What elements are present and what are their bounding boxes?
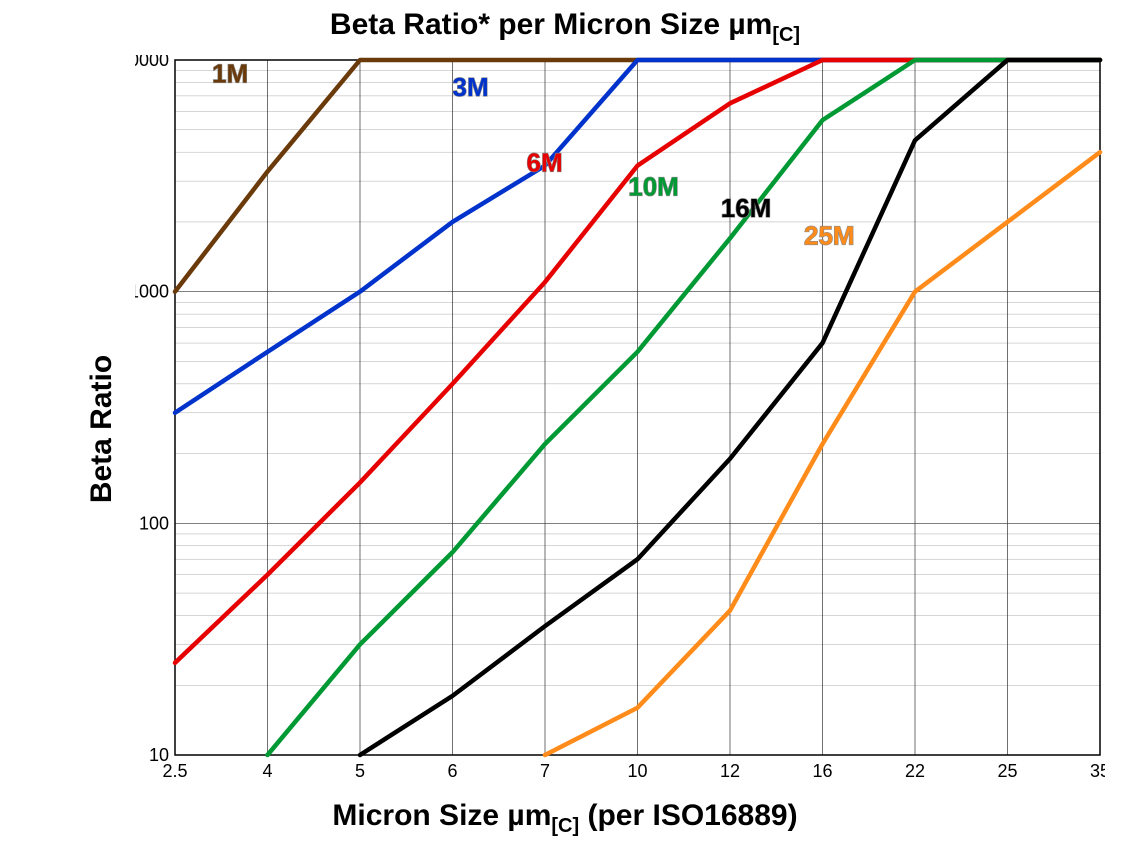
series-label: 16M	[721, 193, 772, 223]
chart-title: Beta Ratio* per Micron Size µm[C]	[0, 8, 1130, 47]
xlabel-suffix: (per ISO16889)	[579, 799, 797, 832]
y-tick-label: 10	[149, 745, 169, 765]
series-label: 6M	[527, 148, 563, 178]
title-main: Beta Ratio* per Micron Size µm	[330, 8, 772, 41]
y-tick-label: 1000	[135, 282, 169, 302]
series-label: 25M	[804, 220, 855, 250]
x-tick-label: 12	[720, 761, 740, 781]
series-label: 10M	[628, 172, 679, 202]
chart-svg: 2.54567101216222535101001000100001M3M6M1…	[135, 55, 1105, 785]
y-tick-label: 10000	[135, 55, 169, 70]
chart-page: Beta Ratio* per Micron Size µm[C] Beta R…	[0, 0, 1130, 858]
x-axis-label: Micron Size µm[C] (per ISO16889)	[0, 799, 1130, 838]
xlabel-sub: [C]	[551, 815, 579, 837]
y-axis-label: Beta Ratio	[85, 355, 119, 503]
x-tick-label: 10	[627, 761, 647, 781]
x-tick-label: 4	[262, 761, 272, 781]
plot-area: 2.54567101216222535101001000100001M3M6M1…	[135, 55, 1105, 785]
x-tick-label: 6	[447, 761, 457, 781]
series-label: 3M	[453, 72, 489, 102]
x-tick-label: 22	[905, 761, 925, 781]
x-tick-label: 7	[540, 761, 550, 781]
title-sub: [C]	[772, 24, 800, 46]
y-tick-label: 100	[139, 513, 169, 533]
series-label: 1M	[212, 58, 248, 88]
x-tick-label: 16	[812, 761, 832, 781]
x-tick-label: 35	[1090, 761, 1105, 781]
x-tick-label: 5	[355, 761, 365, 781]
xlabel-main: Micron Size µm	[332, 799, 551, 832]
x-tick-label: 25	[997, 761, 1017, 781]
